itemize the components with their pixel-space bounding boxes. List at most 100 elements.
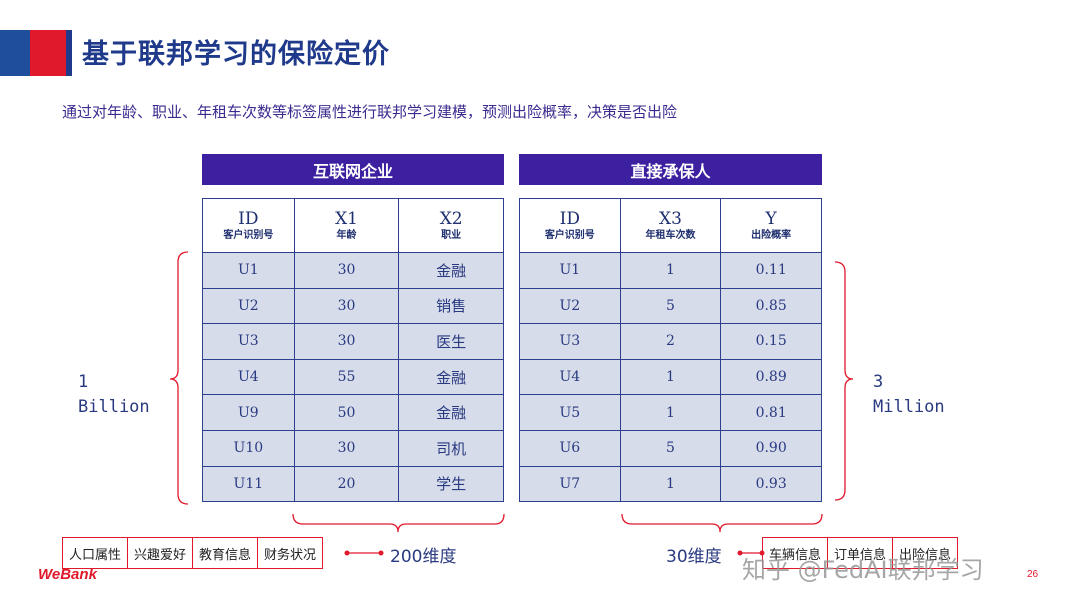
column-header-id: ID 客户识别号 xyxy=(202,198,295,253)
cell-y: 0.90 xyxy=(720,429,822,467)
left-data-table: ID 客户识别号 X1 年龄 X2 职业 U1 30 金融 U2 30 销售 U3 30 医生 U… xyxy=(202,198,504,503)
feature-tag: 人口属性 xyxy=(63,538,129,568)
header-accent-red xyxy=(30,30,66,76)
watermark-text: 知乎 @FedAI联邦学习 xyxy=(742,556,984,584)
cell-x1: 30 xyxy=(293,323,400,360)
header-accent-blue xyxy=(0,30,30,76)
column-header-id: ID 客户识别号 xyxy=(519,198,621,253)
right-data-table: ID 客户识别号 X3 年租车次数 Y 出险概率 U1 1 0.11 U2 5 0.85 U3… xyxy=(519,198,822,503)
column-header-sub: 年租车次数 xyxy=(645,230,696,241)
left-row-brace xyxy=(169,251,189,505)
cell-y: 0.89 xyxy=(720,358,822,396)
cell-x1: 30 xyxy=(293,429,400,467)
cell-x3: 5 xyxy=(619,287,722,325)
table-row: U3 2 0.15 xyxy=(519,323,822,360)
webank-logo: WeBank xyxy=(38,566,97,583)
cell-id: U4 xyxy=(519,358,621,396)
left-column-brace xyxy=(292,513,505,533)
cell-x1: 20 xyxy=(293,465,400,503)
cell-id: U9 xyxy=(202,394,295,431)
page-title: 基于联邦学习的保险定价 xyxy=(82,39,390,70)
page-number: 26 xyxy=(1027,569,1039,580)
page-subtitle: 通过对年龄、职业、年租车次数等标签属性进行联邦学习建模，预测出险概率，决策是否出… xyxy=(62,103,678,121)
column-header-y: Y 出险概率 xyxy=(720,198,822,253)
cell-x1: 55 xyxy=(293,358,400,396)
left-dimension-label: 200维度 xyxy=(390,547,457,567)
cell-id: U3 xyxy=(519,323,621,360)
table-row: U10 30 司机 xyxy=(202,429,504,467)
cell-x2: 金融 xyxy=(398,394,504,431)
feature-tag: 财务状况 xyxy=(264,547,317,563)
cell-y: 0.85 xyxy=(720,287,822,325)
table-row: U4 55 金融 xyxy=(202,358,504,396)
cell-x2: 金融 xyxy=(398,252,504,289)
cell-id: U6 xyxy=(519,429,621,467)
cell-id: U5 xyxy=(519,394,621,431)
cell-id: U10 xyxy=(202,429,295,467)
right-row-brace xyxy=(834,261,854,501)
cell-x1: 30 xyxy=(293,287,400,325)
column-header-sub: 年龄 xyxy=(336,230,357,241)
right-feature-tags: 车辆信息 订单信息 出险信息 xyxy=(762,537,959,569)
header-accent-navy xyxy=(66,30,72,76)
cell-id: U3 xyxy=(202,323,295,360)
table-header-row: ID 客户识别号 X1 年龄 X2 职业 xyxy=(202,198,504,253)
right-row-count-number: 3 xyxy=(873,372,884,392)
cell-x3: 1 xyxy=(619,358,722,396)
table-row: U5 1 0.81 xyxy=(519,394,822,431)
cell-id: U7 xyxy=(519,465,621,503)
column-header-main: ID xyxy=(559,209,580,229)
right-dimension-label: 30维度 xyxy=(666,547,722,567)
table-row: U2 5 0.85 xyxy=(519,287,822,325)
left-feature-tags: 人口属性 兴趣爱好 教育信息 财务状况 xyxy=(62,537,324,569)
right-row-count-label: 3 Million xyxy=(873,370,945,420)
cell-x2: 司机 xyxy=(398,429,504,467)
left-row-count-number: 1 xyxy=(78,372,89,392)
cell-x2: 金融 xyxy=(398,358,504,396)
cell-y: 0.15 xyxy=(720,323,822,360)
column-header-main: ID xyxy=(238,209,259,229)
cell-x3: 1 xyxy=(619,394,722,431)
table-row: U3 30 医生 xyxy=(202,323,504,360)
feature-tag: 兴趣爱好 xyxy=(128,538,194,568)
table-row: U1 30 金融 xyxy=(202,252,504,289)
cell-x3: 5 xyxy=(619,429,722,467)
feature-tag: 出险信息 xyxy=(899,547,952,563)
feature-tag: 车辆信息 xyxy=(763,538,829,568)
right-column-brace xyxy=(621,513,823,533)
right-row-count-unit: Million xyxy=(873,397,945,417)
left-row-count-label: 1 Billion xyxy=(78,370,150,420)
column-header-x3: X3 年租车次数 xyxy=(619,198,722,253)
cell-y: 0.11 xyxy=(720,252,822,289)
cell-x3: 1 xyxy=(619,465,722,503)
cell-x1: 50 xyxy=(293,394,400,431)
column-header-sub: 客户识别号 xyxy=(223,230,274,241)
cell-y: 0.81 xyxy=(720,394,822,431)
cell-id: U2 xyxy=(519,287,621,325)
column-header-x2: X2 职业 xyxy=(398,198,504,253)
left-connector-dot xyxy=(378,550,384,556)
feature-tag: 订单信息 xyxy=(828,538,894,568)
table-row: U11 20 学生 xyxy=(202,465,504,503)
table-row: U1 1 0.11 xyxy=(519,252,822,289)
table-row: U7 1 0.93 xyxy=(519,465,822,503)
cell-x3: 2 xyxy=(619,323,722,360)
column-header-sub: 出险概率 xyxy=(751,230,792,241)
cell-id: U4 xyxy=(202,358,295,396)
table-row: U2 30 销售 xyxy=(202,287,504,325)
cell-x3: 1 xyxy=(619,252,722,289)
column-header-sub: 客户识别号 xyxy=(544,230,595,241)
table-row: U4 1 0.89 xyxy=(519,358,822,396)
left-connector-dot xyxy=(344,550,350,556)
cell-x2: 医生 xyxy=(398,323,504,360)
column-header-main: X3 xyxy=(659,209,682,229)
cell-x2: 学生 xyxy=(398,465,504,503)
column-header-main: Y xyxy=(765,209,777,229)
table-row: U9 50 金融 xyxy=(202,394,504,431)
table-header-row: ID 客户识别号 X3 年租车次数 Y 出险概率 xyxy=(519,198,822,253)
cell-id: U1 xyxy=(519,252,621,289)
cell-id: U11 xyxy=(202,465,295,503)
feature-tag: 教育信息 xyxy=(193,538,259,568)
cell-y: 0.93 xyxy=(720,465,822,503)
cell-id: U2 xyxy=(202,287,295,325)
